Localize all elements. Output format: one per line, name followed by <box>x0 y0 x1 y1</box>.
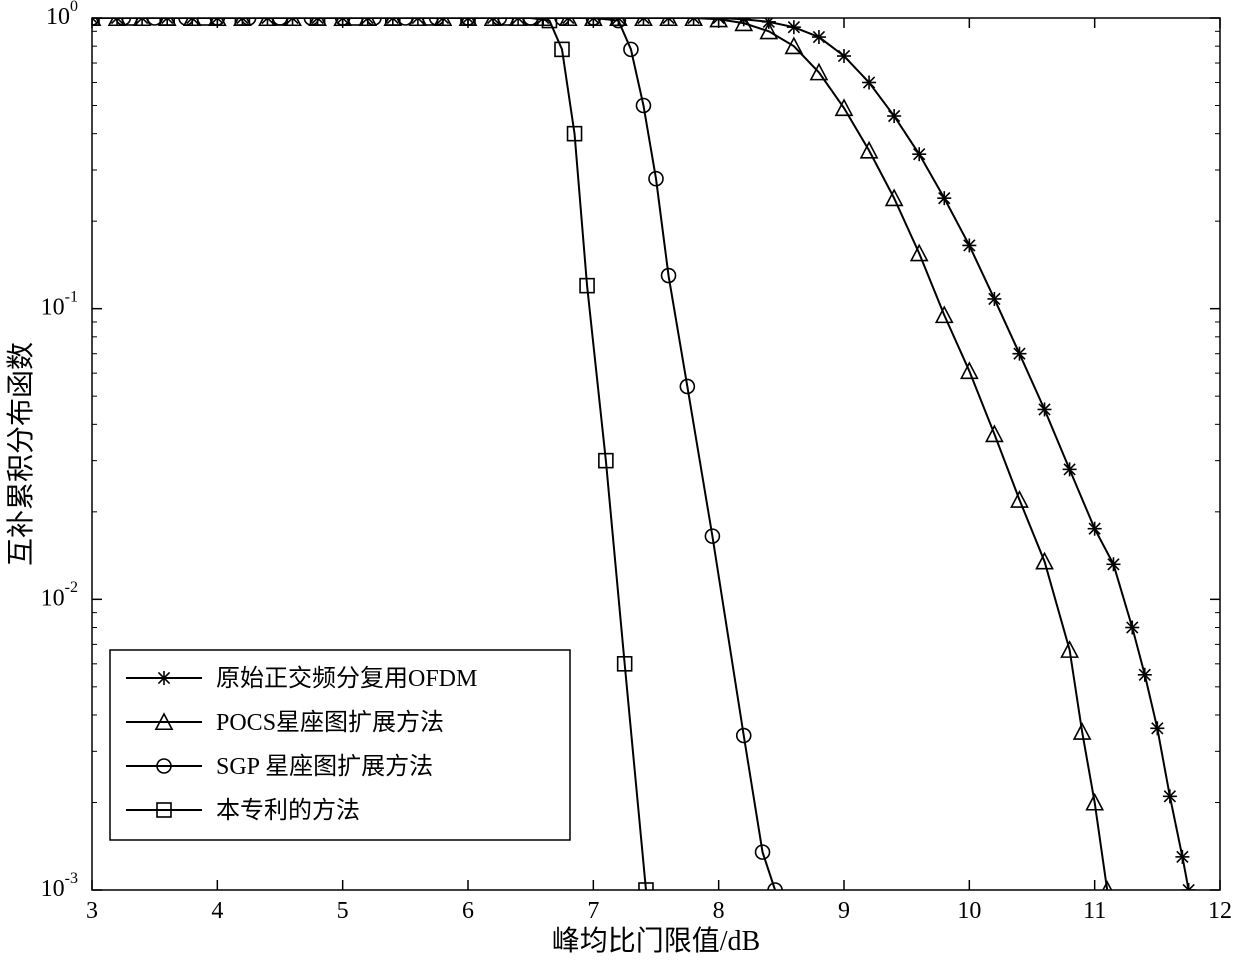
x-tick-label: 12 <box>1208 898 1232 924</box>
x-tick-label: 4 <box>211 898 223 924</box>
legend-label-pocs: POCS星座图扩展方法 <box>216 709 444 736</box>
x-tick-label: 6 <box>462 898 474 924</box>
x-tick-label: 7 <box>587 898 599 924</box>
x-axis-label: 峰均比门限值/dB <box>552 925 760 957</box>
legend-label-sgp: SGP 星座图扩展方法 <box>216 753 433 780</box>
legend-label-patent: 本专利的方法 <box>216 797 360 824</box>
x-tick-label: 9 <box>838 898 850 924</box>
ccdf-chart: 3456789101112峰均比门限值/dB10-310-210-1100互补累… <box>0 0 1240 968</box>
x-tick-label: 5 <box>337 898 349 924</box>
x-tick-label: 10 <box>957 898 981 924</box>
x-tick-label: 8 <box>713 898 725 924</box>
y-axis-label: 互补累积分布函数 <box>5 342 37 566</box>
legend-label-ofdm: 原始正交频分复用OFDM <box>216 665 477 692</box>
legend: 原始正交频分复用OFDM POCS星座图扩展方法 SGP 星座图扩展方法本专利的方法 <box>110 650 570 840</box>
x-tick-label: 3 <box>86 898 98 924</box>
x-tick-label: 11 <box>1083 898 1106 924</box>
